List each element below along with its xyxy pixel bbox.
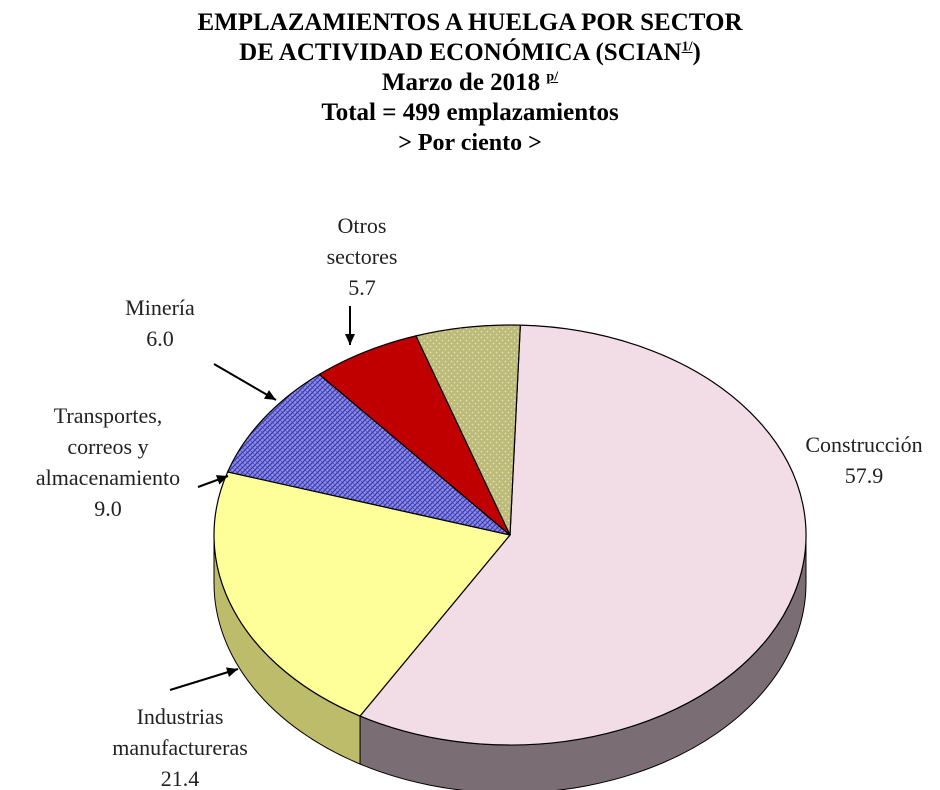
slice-label-3-line-1: Transportes, (54, 403, 163, 428)
slice-label-2: Industrias manufactureras 21.4 (112, 704, 248, 790)
pie-slice-2 (213, 471, 512, 717)
chart-title: EMPLAZAMIENTOS A HUELGA POR SECTOR DE AC… (0, 8, 940, 158)
leader-arrow-1 (345, 306, 355, 345)
title-unit: > Por ciento > (398, 130, 542, 156)
title-line-2: DE ACTIVIDAD ECONÓMICA (SCIAN1/) (0, 38, 940, 68)
slice-label-3-line-3: almacenamiento (36, 465, 180, 490)
footnote-marker-1: 1/ (681, 39, 693, 55)
title-line-1: EMPLAZAMIENTOS A HUELGA POR SECTOR (197, 9, 743, 36)
slice-label-2-line-2: manufactureras (112, 735, 248, 760)
title-line-2-close: ) (692, 39, 701, 66)
slice-label-4-line-1: Minería (125, 295, 195, 320)
slice-label-1: Construcción 57.9 (805, 432, 922, 488)
slice-label-2-line-1: Industrias (137, 704, 224, 729)
leader-arrow-3 (197, 475, 229, 488)
title-line-3: Marzo de 2018 p/ (0, 68, 940, 98)
slice-label-5-line-2: sectores (327, 244, 398, 269)
slice-label-4-line-2: 6.0 (146, 326, 174, 351)
slice-label-3-line-2: correos y (67, 434, 148, 459)
slice-label-5: Otros sectores 5.7 (327, 213, 398, 300)
slice-label-3: Transportes, correos y almacenamiento 9.0 (36, 403, 180, 521)
title-line-2-text: DE ACTIVIDAD ECONÓMICA (SCIAN (239, 39, 682, 66)
title-total: Total = 499 emplazamientos (321, 99, 619, 126)
slice-label-1-line-1: Construcción (805, 432, 922, 457)
slice-label-4: Minería 6.0 (125, 295, 195, 351)
slice-label-3-line-4: 9.0 (94, 496, 122, 521)
slice-label-2-line-3: 21.4 (161, 766, 200, 790)
pie-slice-1 (359, 324, 807, 746)
pie-slice-3 (226, 373, 511, 536)
slice-label-5-line-1: Otros (338, 213, 387, 238)
pie-slice-5 (415, 324, 521, 536)
slice-label-5-line-3: 5.7 (348, 275, 376, 300)
footnote-marker-p: p/ (546, 69, 559, 85)
slice-label-1-line-2: 57.9 (845, 463, 884, 488)
leader-arrow-2 (213, 363, 277, 401)
title-date: Marzo de 2018 (381, 69, 541, 96)
leader-arrow-4 (169, 667, 239, 691)
